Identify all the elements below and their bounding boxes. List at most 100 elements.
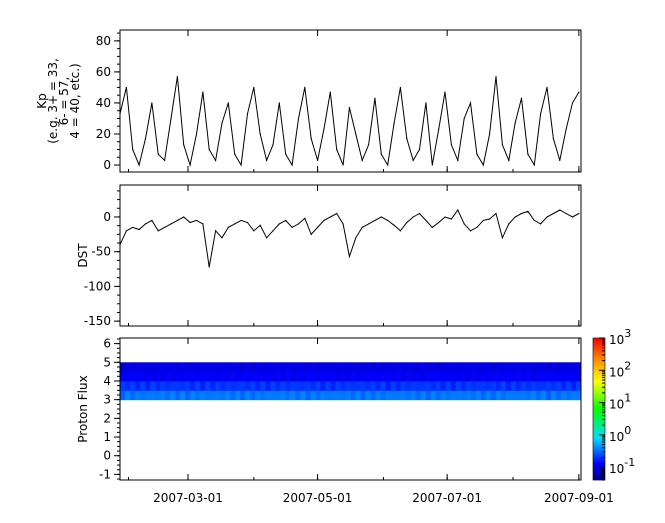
heatmap-cell — [460, 371, 467, 382]
data-point — [176, 219, 178, 222]
colorbar-gradient — [593, 412, 605, 414]
heatmap-cell — [315, 380, 321, 391]
heatmap-cell — [330, 380, 336, 391]
heatmap-cell — [415, 380, 422, 391]
heatmap-cell — [340, 371, 346, 382]
heatmap-cell — [390, 362, 397, 373]
heatmap-cell — [340, 390, 346, 401]
heatmap-cell — [420, 362, 427, 373]
y-tick-label: 80 — [96, 34, 111, 48]
heatmap-cell — [515, 362, 522, 373]
heatmap-cell — [425, 362, 432, 373]
heatmap-cell — [355, 371, 362, 382]
heatmap-cell — [140, 380, 146, 391]
heatmap-cell — [280, 380, 286, 391]
heatmap-cell — [175, 371, 181, 382]
colorbar-tick-base: 10 — [609, 365, 624, 379]
heatmap-cell — [405, 371, 412, 382]
heatmap-cell — [220, 362, 226, 373]
heatmap-cell — [550, 371, 557, 382]
heatmap-cell — [455, 362, 462, 373]
heatmap-cell — [490, 371, 497, 382]
colorbar-gradient — [593, 478, 605, 480]
data-point — [342, 164, 344, 166]
data-point — [272, 144, 274, 146]
heatmap-cell — [275, 380, 281, 391]
data-point — [316, 159, 319, 161]
heatmap-cell — [535, 362, 542, 373]
heatmap-cell — [175, 380, 181, 391]
colorbar-gradient — [593, 409, 605, 411]
colorbar-gradient — [593, 338, 605, 340]
data-point — [476, 226, 478, 228]
colorbar-tick-base: 10 — [609, 333, 624, 347]
heatmap-cell — [385, 380, 392, 391]
heatmap-cell — [305, 362, 311, 373]
heatmap-cell — [285, 371, 291, 382]
heatmap-cell — [300, 371, 306, 382]
colorbar-gradient — [593, 363, 605, 365]
colorbar-gradient — [593, 390, 605, 392]
heatmap-cell — [565, 371, 572, 382]
heatmap-cell — [330, 390, 336, 401]
data-point — [559, 159, 561, 161]
colorbar-gradient — [593, 339, 605, 341]
colorbar-gradient — [593, 410, 605, 412]
colorbar-tick-label: 100 — [609, 424, 631, 444]
colorbar-gradient — [593, 426, 605, 428]
heatmap-cell — [395, 362, 402, 373]
heatmap-cell — [490, 362, 497, 373]
heatmap-cell — [205, 371, 211, 382]
heatmap-cell — [250, 371, 256, 382]
heatmap-cell — [205, 390, 211, 401]
data-point — [514, 216, 516, 218]
heatmap-cell — [465, 371, 472, 382]
heatmap-cell — [360, 371, 367, 382]
heatmap-cell — [540, 371, 547, 382]
colorbar-gradient — [593, 479, 605, 481]
heatmap-cell — [380, 380, 387, 391]
heatmap-cell — [260, 380, 266, 391]
heatmap-cell — [455, 380, 462, 391]
heatmap-cell — [290, 390, 296, 401]
heatmap-cell — [290, 362, 296, 373]
data-point — [355, 133, 357, 135]
data-point — [208, 266, 210, 268]
data-point — [412, 216, 414, 218]
y-tick-label: -150 — [84, 314, 111, 328]
heatmap-cell — [445, 371, 452, 382]
colorbar-gradient — [593, 358, 605, 360]
data-point — [144, 138, 147, 140]
data-point — [297, 223, 300, 225]
data-point — [565, 212, 567, 215]
heatmap-cell — [210, 380, 216, 391]
heatmap-cell — [270, 390, 276, 401]
data-point — [520, 212, 523, 215]
y-tick-label: -1 — [99, 467, 111, 481]
data-point — [361, 226, 363, 228]
heatmap-cell — [370, 380, 377, 391]
colorbar-gradient — [593, 406, 605, 408]
colorbar-gradient — [593, 371, 605, 373]
heatmap-cell — [190, 371, 196, 382]
y-tick-label: 1 — [103, 430, 111, 444]
heatmap-cell — [320, 362, 326, 373]
colorbar-gradient — [593, 448, 605, 450]
colorbar-gradient — [593, 387, 605, 389]
data-point — [527, 210, 529, 212]
heatmap-cell — [255, 362, 261, 373]
colorbar-gradient — [593, 399, 605, 401]
heatmap-cell — [315, 362, 321, 373]
heatmap-cell — [500, 362, 507, 373]
heatmap-cell — [500, 371, 507, 382]
heatmap-cell — [240, 380, 246, 391]
colorbar-gradient — [593, 352, 605, 354]
heatmap-cell — [455, 371, 462, 382]
data-point — [189, 164, 191, 166]
heatmap-cell — [495, 390, 502, 401]
colorbar-gradient — [593, 424, 605, 426]
data-point — [482, 164, 484, 166]
y-tick-label: 20 — [96, 127, 111, 141]
heatmap-cell — [365, 380, 372, 391]
colorbar-tick-label: 101 — [609, 392, 631, 412]
